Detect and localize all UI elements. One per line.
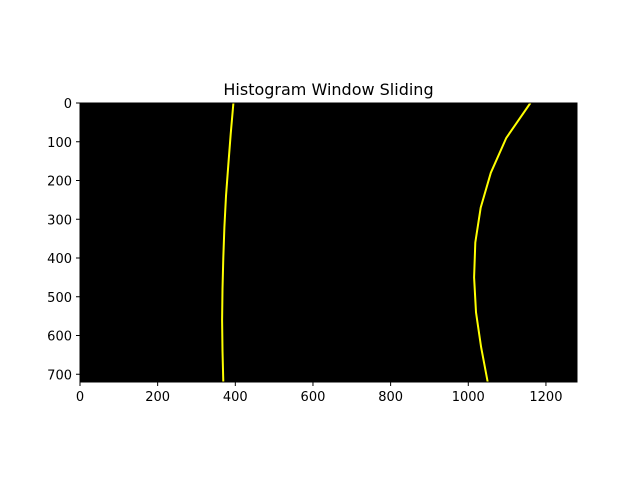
series-layer xyxy=(221,102,532,383)
y-tick-label: 400 xyxy=(47,252,72,267)
plot-frame xyxy=(79,102,578,383)
x-tick-label: 0 xyxy=(76,390,84,405)
lane-line-series-1 xyxy=(221,102,235,383)
x-tick-label: 600 xyxy=(301,390,326,405)
y-tick-label: 300 xyxy=(47,213,72,228)
y-tick-label: 200 xyxy=(47,175,72,190)
y-tick-label: 700 xyxy=(47,368,72,383)
x-axis: 0 200 400 600 800 1000 1200 xyxy=(76,382,562,405)
lane-line-series-2 xyxy=(473,102,532,383)
x-tick-label: 200 xyxy=(145,390,170,405)
y-tick-label: 600 xyxy=(47,330,72,345)
chart-title: Histogram Window Sliding xyxy=(223,80,433,99)
x-tick-label: 1200 xyxy=(529,390,562,405)
plot-area xyxy=(80,103,577,382)
y-tick-label: 500 xyxy=(47,291,72,306)
y-tick-label: 0 xyxy=(64,97,72,112)
x-tick-label: 400 xyxy=(223,390,248,405)
x-tick-label: 1000 xyxy=(452,390,485,405)
y-tick-label: 100 xyxy=(47,136,72,151)
x-tick-label: 800 xyxy=(378,390,403,405)
y-axis: 0 100 200 300 400 500 600 700 xyxy=(47,97,80,383)
